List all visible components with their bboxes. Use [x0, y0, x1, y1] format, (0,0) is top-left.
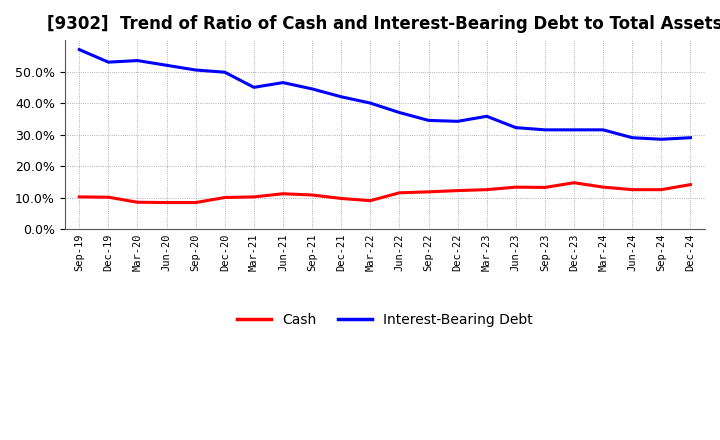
Title: [9302]  Trend of Ratio of Cash and Interest-Bearing Debt to Total Assets: [9302] Trend of Ratio of Cash and Intere…: [47, 15, 720, 33]
Legend: Cash, Interest-Bearing Debt: Cash, Interest-Bearing Debt: [231, 308, 539, 333]
